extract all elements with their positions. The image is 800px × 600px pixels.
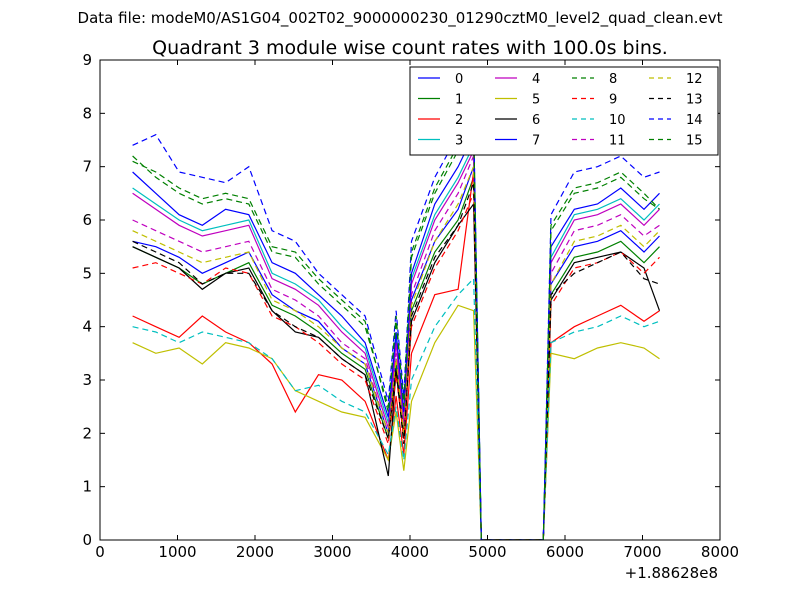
x-tick-label: 5000 xyxy=(468,543,506,561)
y-tick-label: 4 xyxy=(82,318,92,336)
series-line-5 xyxy=(132,304,660,540)
y-tick-label: 6 xyxy=(82,211,92,229)
legend-label-11: 11 xyxy=(609,134,626,149)
legend-label-1: 1 xyxy=(455,93,463,108)
x-tick-label: 8000 xyxy=(701,543,739,561)
x-tick-label: 3000 xyxy=(313,543,351,561)
legend-label-8: 8 xyxy=(609,72,617,87)
y-tick-label: 1 xyxy=(82,478,92,496)
y-tick-label: 9 xyxy=(82,51,92,69)
legend-label-15: 15 xyxy=(686,134,703,149)
legend-label-13: 13 xyxy=(686,93,703,108)
legend-label-12: 12 xyxy=(686,72,703,87)
y-tick-label: 3 xyxy=(82,371,92,389)
x-tick-label: 6000 xyxy=(546,543,584,561)
series-line-12 xyxy=(132,166,660,540)
series-line-13 xyxy=(132,182,660,540)
chart-title: Quadrant 3 module wise count rates with … xyxy=(152,37,668,59)
plot-area xyxy=(132,117,661,540)
legend-label-7: 7 xyxy=(532,134,540,149)
x-offset-label: +1.88628e8 xyxy=(625,564,718,582)
legend-label-9: 9 xyxy=(609,93,617,108)
legend-label-6: 6 xyxy=(532,113,540,128)
series-line-4 xyxy=(132,150,660,540)
legend-label-2: 2 xyxy=(455,113,463,128)
legend-label-0: 0 xyxy=(455,72,463,87)
x-tick-label: 1000 xyxy=(158,543,196,561)
legend-label-4: 4 xyxy=(532,72,540,87)
series-line-11 xyxy=(132,155,660,540)
legend-label-3: 3 xyxy=(455,134,463,149)
legend-label-14: 14 xyxy=(686,113,703,128)
x-tick-label: 2000 xyxy=(236,543,274,561)
y-tick-label: 5 xyxy=(82,264,92,282)
figure-suptitle: Data file: modeM0/AS1G04_002T02_90000002… xyxy=(77,9,723,27)
legend-box xyxy=(409,66,719,156)
y-tick-label: 2 xyxy=(82,424,92,442)
y-tick-label: 0 xyxy=(82,531,92,549)
x-tick-label: 7000 xyxy=(623,543,661,561)
y-tick-label: 7 xyxy=(82,158,92,176)
series-line-14 xyxy=(132,117,660,540)
legend-label-10: 10 xyxy=(609,113,626,128)
x-tick-label: 0 xyxy=(95,543,105,561)
series-line-7 xyxy=(132,134,660,540)
series-line-15 xyxy=(132,122,660,540)
legend-label-5: 5 xyxy=(532,93,540,108)
y-tick-label: 8 xyxy=(82,104,92,122)
x-tick-label: 4000 xyxy=(391,543,429,561)
axes: 0 1000 2000 3000 4000 5000 6000 7000 80000123456… xyxy=(82,51,739,561)
